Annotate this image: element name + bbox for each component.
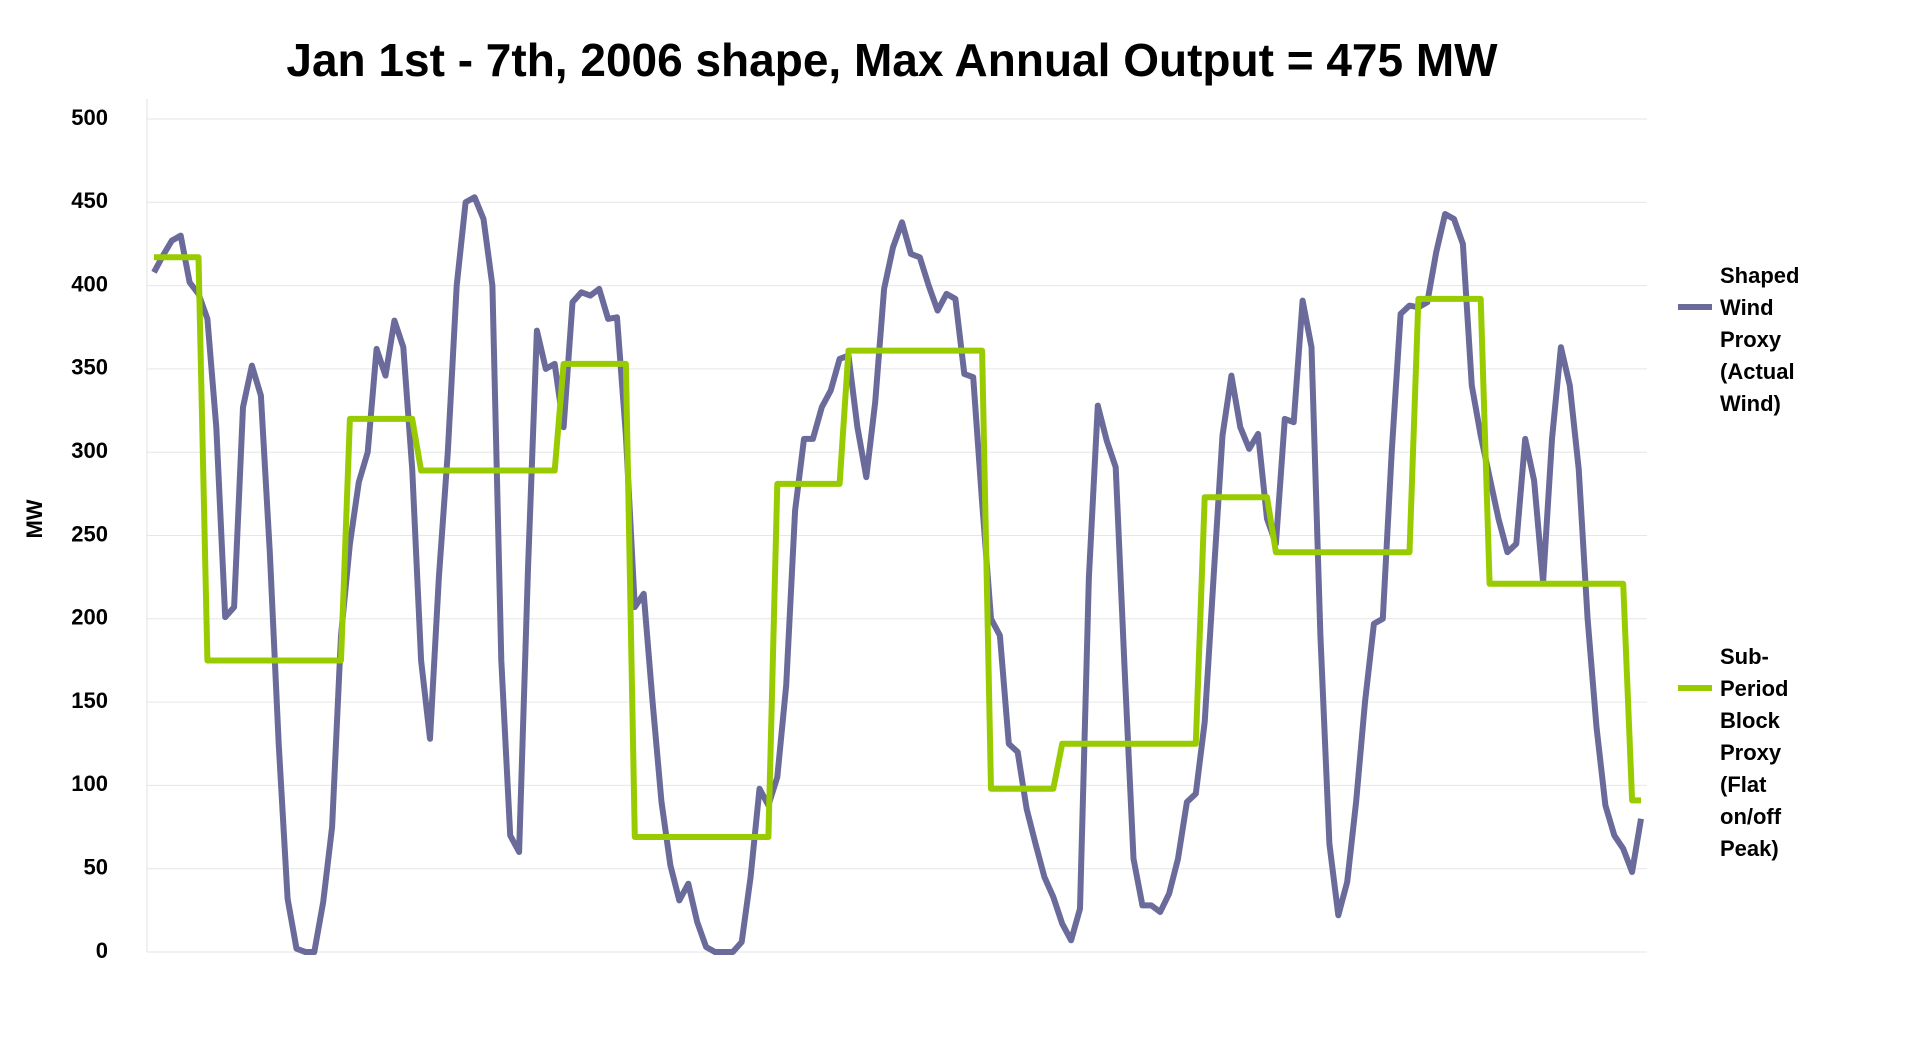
- y-tick-label: 200: [71, 605, 108, 630]
- legend-swatch: [1678, 685, 1712, 691]
- series-line: [151, 194, 1644, 955]
- y-tick-label: 150: [71, 688, 108, 713]
- legend-label: Sub-Period Block Proxy (Flat on/off Peak…: [1720, 644, 1789, 861]
- series-line: [154, 254, 1641, 840]
- y-axis-label: MW: [22, 499, 47, 538]
- y-tick-label: 50: [84, 855, 108, 880]
- y-tick-label: 450: [71, 188, 108, 213]
- legend-label: Shaped Wind Proxy (Actual Wind): [1720, 263, 1800, 416]
- y-tick-label: 500: [71, 105, 108, 130]
- legend-item: Sub-Period Block Proxy (Flat on/off Peak…: [1678, 641, 1824, 865]
- y-tick-label: 100: [71, 771, 108, 796]
- y-tick-label: 350: [71, 355, 108, 380]
- y-tick-label: 0: [96, 938, 108, 963]
- y-tick-label: 400: [71, 271, 108, 296]
- y-tick-label: 250: [71, 521, 108, 546]
- legend-swatch: [1678, 304, 1712, 310]
- legend-item: Shaped Wind Proxy (Actual Wind): [1678, 260, 1824, 420]
- chart-title: Jan 1st - 7th, 2006 shape, Max Annual Ou…: [286, 34, 1498, 86]
- y-tick-label: 300: [71, 438, 108, 463]
